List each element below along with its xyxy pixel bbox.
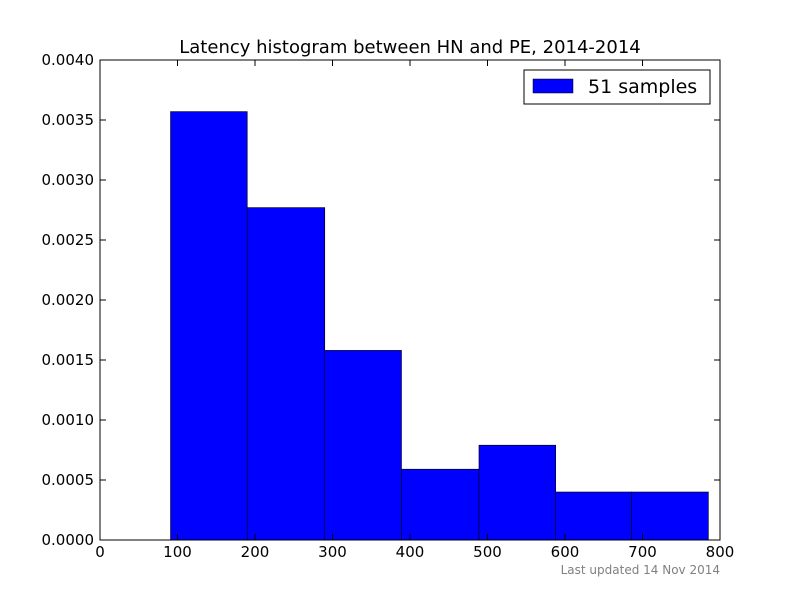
y-tick-label: 0.0040 [42,51,95,69]
x-tick-label: 600 [551,543,580,561]
y-tick-label: 0.0000 [42,531,95,549]
y-axis: 0.0000 0.0005 0.0010 0.0015 0.0020 0.0025 0.00… [42,51,720,549]
y-tick-label: 0.0010 [42,411,95,429]
last-updated-note: Last updated 14 Nov 2014 [561,563,720,577]
y-tick-label: 0.0015 [42,351,95,369]
x-tick-label: 200 [241,543,270,561]
histogram-bar [246,207,326,541]
legend-swatch [532,78,574,94]
y-tick-label: 0.0020 [42,291,95,309]
histogram-bar [401,468,480,541]
histogram-bar [324,350,402,541]
legend: 51 samples [523,69,711,105]
x-tick-label: 300 [318,543,347,561]
y-tick-label: 0.0035 [42,111,95,129]
bars-group [170,111,709,541]
histogram-bar [478,444,557,541]
x-tick-label: 500 [473,543,502,561]
x-tick-label: 800 [706,543,735,561]
x-tick-label: 700 [628,543,657,561]
histogram-bar [555,491,632,541]
x-tick-label: 400 [396,543,425,561]
x-tick-label: 0 [95,543,105,561]
y-tick-label: 0.0030 [42,171,95,189]
legend-label: 51 samples [588,76,697,98]
y-tick-label: 0.0025 [42,231,95,249]
x-tick-label: 100 [163,543,192,561]
chart-title: Latency histogram between HN and PE, 201… [179,37,641,58]
histogram-bar [170,111,248,541]
y-tick-label: 0.0005 [42,471,95,489]
x-axis: 0 100 200 300 400 500 600 700 800 [95,60,734,561]
histogram-bar [631,491,709,541]
